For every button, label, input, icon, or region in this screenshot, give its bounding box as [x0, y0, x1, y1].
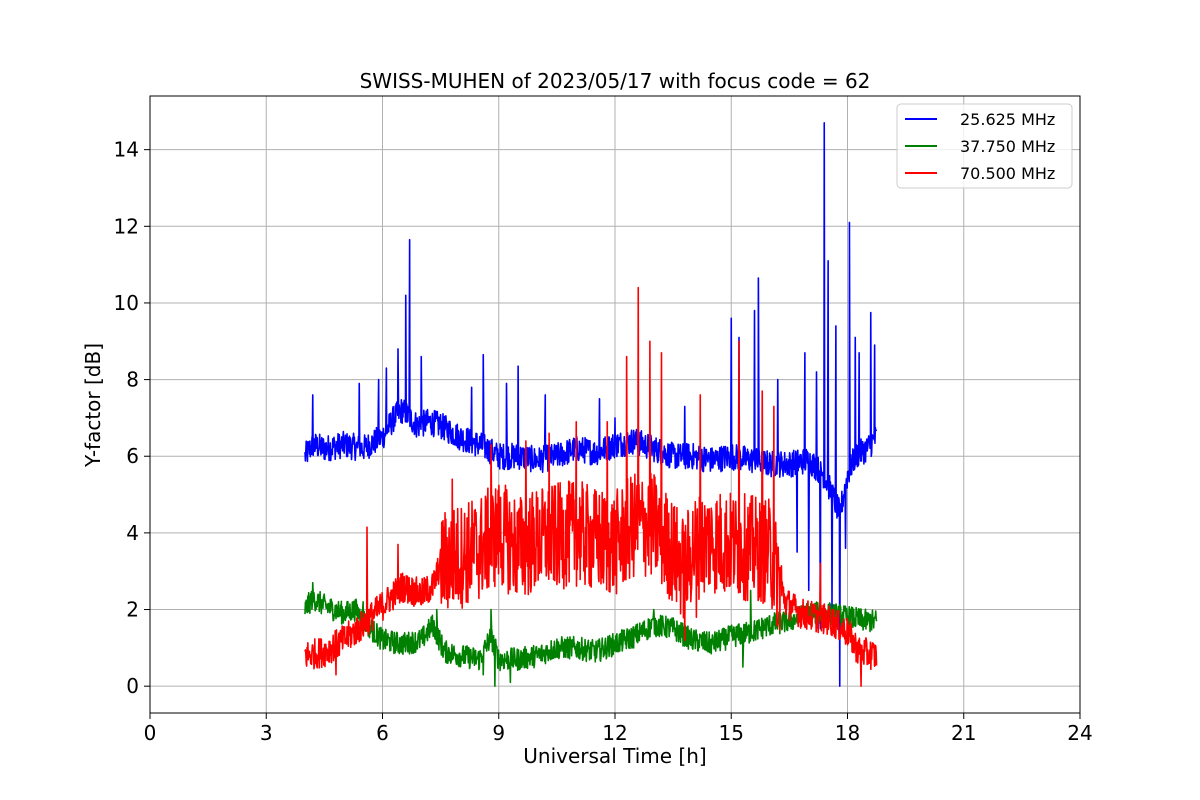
y-tick-label: 10	[114, 291, 139, 315]
series-line-2	[304, 581, 878, 687]
legend-entry: 37.750 MHz	[960, 137, 1055, 156]
y-tick-label: 12	[114, 214, 139, 238]
series-line-3	[304, 286, 878, 687]
y-tick-label: 14	[114, 138, 139, 162]
x-tick-label: 12	[602, 721, 627, 745]
x-tick-label: 6	[376, 721, 389, 745]
y-tick-label: 0	[126, 674, 139, 698]
x-tick-label: 15	[719, 721, 744, 745]
x-tick-label: 18	[835, 721, 860, 745]
x-axis-label: Universal Time [h]	[523, 744, 706, 768]
legend: 25.625 MHz 37.750 MHz 70.500 MHz	[896, 103, 1073, 189]
chart-title: SWISS-MUHEN of 2023/05/17 with focus cod…	[360, 69, 871, 93]
grid	[149, 96, 1081, 713]
y-tick-label: 2	[126, 598, 139, 622]
legend-entry: 70.500 MHz	[960, 164, 1055, 183]
y-axis-label: Y-factor [dB]	[81, 343, 105, 468]
series-layer	[304, 122, 878, 687]
legend-entry: 25.625 MHz	[960, 110, 1055, 129]
series-line-1	[304, 122, 878, 687]
y-tick-label: 4	[126, 521, 139, 545]
y-tick-label: 6	[126, 444, 139, 468]
x-tick-label: 0	[144, 721, 157, 745]
x-tick-label: 21	[951, 721, 976, 745]
y-tick-label: 8	[126, 368, 139, 392]
x-tick-label: 9	[492, 721, 505, 745]
legend-box	[896, 103, 1073, 189]
x-tick-label: 3	[260, 721, 273, 745]
x-tick-label: 24	[1067, 721, 1092, 745]
